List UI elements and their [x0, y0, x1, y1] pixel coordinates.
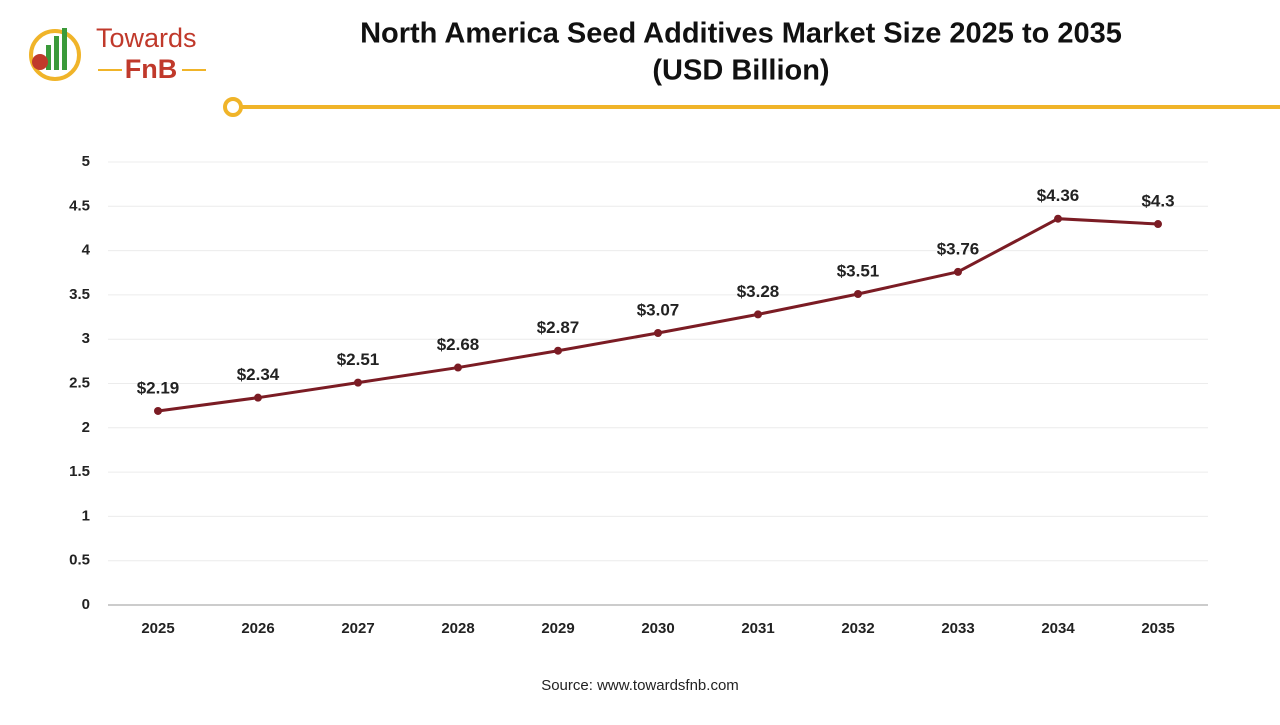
value-label: $2.34 [237, 365, 280, 384]
logo-text: Towards [96, 23, 197, 53]
x-tick-label: 2032 [841, 620, 874, 637]
value-label: $2.87 [537, 318, 580, 337]
y-tick-label: 3.5 [69, 286, 90, 303]
y-tick-label: 1.5 [69, 463, 90, 480]
source: Source: www.towardsfnb.com [541, 677, 739, 694]
x-tick-label: 2026 [241, 620, 274, 637]
point [454, 363, 462, 372]
value-label: $3.07 [637, 300, 680, 319]
y-tick-label: 5 [82, 153, 90, 170]
point [1054, 214, 1062, 223]
logo: Towards FnB [29, 23, 206, 84]
point [354, 378, 362, 387]
x-tick-label: 2035 [1141, 620, 1174, 637]
x-tick-label: 2031 [741, 620, 774, 637]
value-label: $2.51 [337, 350, 380, 369]
logo-bar [62, 28, 67, 70]
divider-dot [223, 97, 243, 117]
x-tick-label: 2033 [941, 620, 974, 637]
x-tick-label: 2028 [441, 620, 474, 637]
y-tick-label: 0 [82, 596, 90, 613]
x-tick-label: 2034 [1041, 620, 1075, 637]
y-tick-label: 1 [82, 507, 90, 524]
y-tick-label: 4.5 [69, 197, 90, 214]
logo-bar [54, 36, 59, 70]
y-tick-label: 3 [82, 330, 90, 347]
x-tick-label: 2027 [341, 620, 374, 637]
value-label: $3.76 [937, 239, 980, 258]
y-tick-label: 0.5 [69, 552, 90, 569]
logo-ring [29, 29, 81, 81]
logo-dot [32, 54, 48, 70]
x-tick-label: 2029 [541, 620, 574, 637]
point [554, 346, 562, 355]
value-label: $3.51 [837, 261, 880, 280]
value-label: $3.28 [737, 282, 780, 301]
point [654, 328, 662, 337]
value-label: $4.36 [1037, 186, 1080, 205]
y-tick-label: 2 [82, 419, 90, 436]
x-tick-label: 2025 [141, 620, 174, 637]
value-label: $4.3 [1141, 192, 1174, 211]
chart-subtitle: (USD Billion) [652, 55, 829, 87]
logo-bar [46, 45, 51, 70]
point [754, 310, 762, 319]
y-tick-label: 2.5 [69, 374, 90, 391]
point [254, 393, 262, 402]
logo-text: FnB [125, 54, 177, 84]
point [954, 267, 962, 276]
y-tick-label: 4 [82, 242, 91, 259]
point [854, 290, 862, 299]
x-tick-label: 2030 [641, 620, 674, 637]
point [154, 406, 162, 415]
value-label: $2.68 [437, 335, 480, 354]
value-label: $2.19 [137, 378, 180, 397]
point [1154, 220, 1162, 229]
chart-title: North America Seed Additives Market Size… [360, 18, 1122, 50]
